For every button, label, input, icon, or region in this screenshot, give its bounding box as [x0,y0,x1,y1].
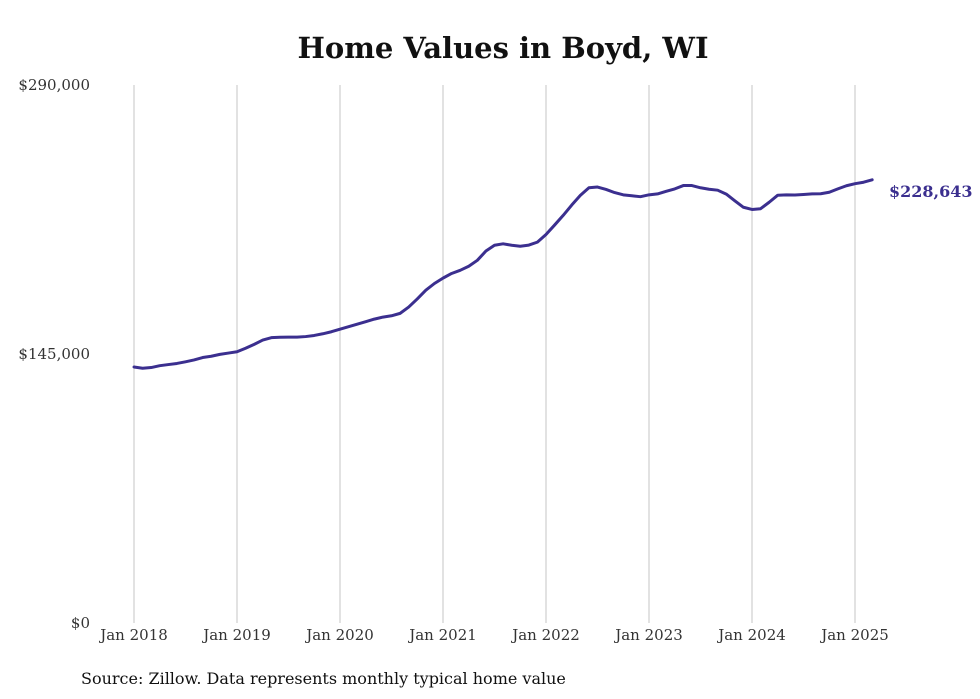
end-value-label: $228,643 [889,182,973,201]
series-layer [132,178,874,370]
y-axis-ticks: $0 $145,000 $290,000 [18,76,90,632]
x-tick-label: Jan 2025 [819,626,889,644]
chart-title: Home Values in Boyd, WI [297,31,708,65]
gridlines [133,85,856,623]
x-tick-label: Jan 2021 [407,626,477,644]
source-note: Source: Zillow. Data represents monthly … [81,669,566,688]
x-tick-label: Jan 2024 [716,626,786,644]
x-axis-ticks: Jan 2018 Jan 2019 Jan 2020 Jan 2021 Jan 2022… [98,626,889,644]
y-tick-label: $290,000 [18,76,90,94]
x-tick-label: Jan 2023 [613,626,683,644]
x-tick-label: Jan 2018 [98,626,168,644]
x-tick-label: Jan 2022 [510,626,580,644]
series-line-0 [132,178,874,370]
x-tick-label: Jan 2019 [201,626,271,644]
y-tick-label: $0 [71,614,90,632]
y-tick-label: $145,000 [18,345,90,363]
x-tick-label: Jan 2020 [304,626,374,644]
